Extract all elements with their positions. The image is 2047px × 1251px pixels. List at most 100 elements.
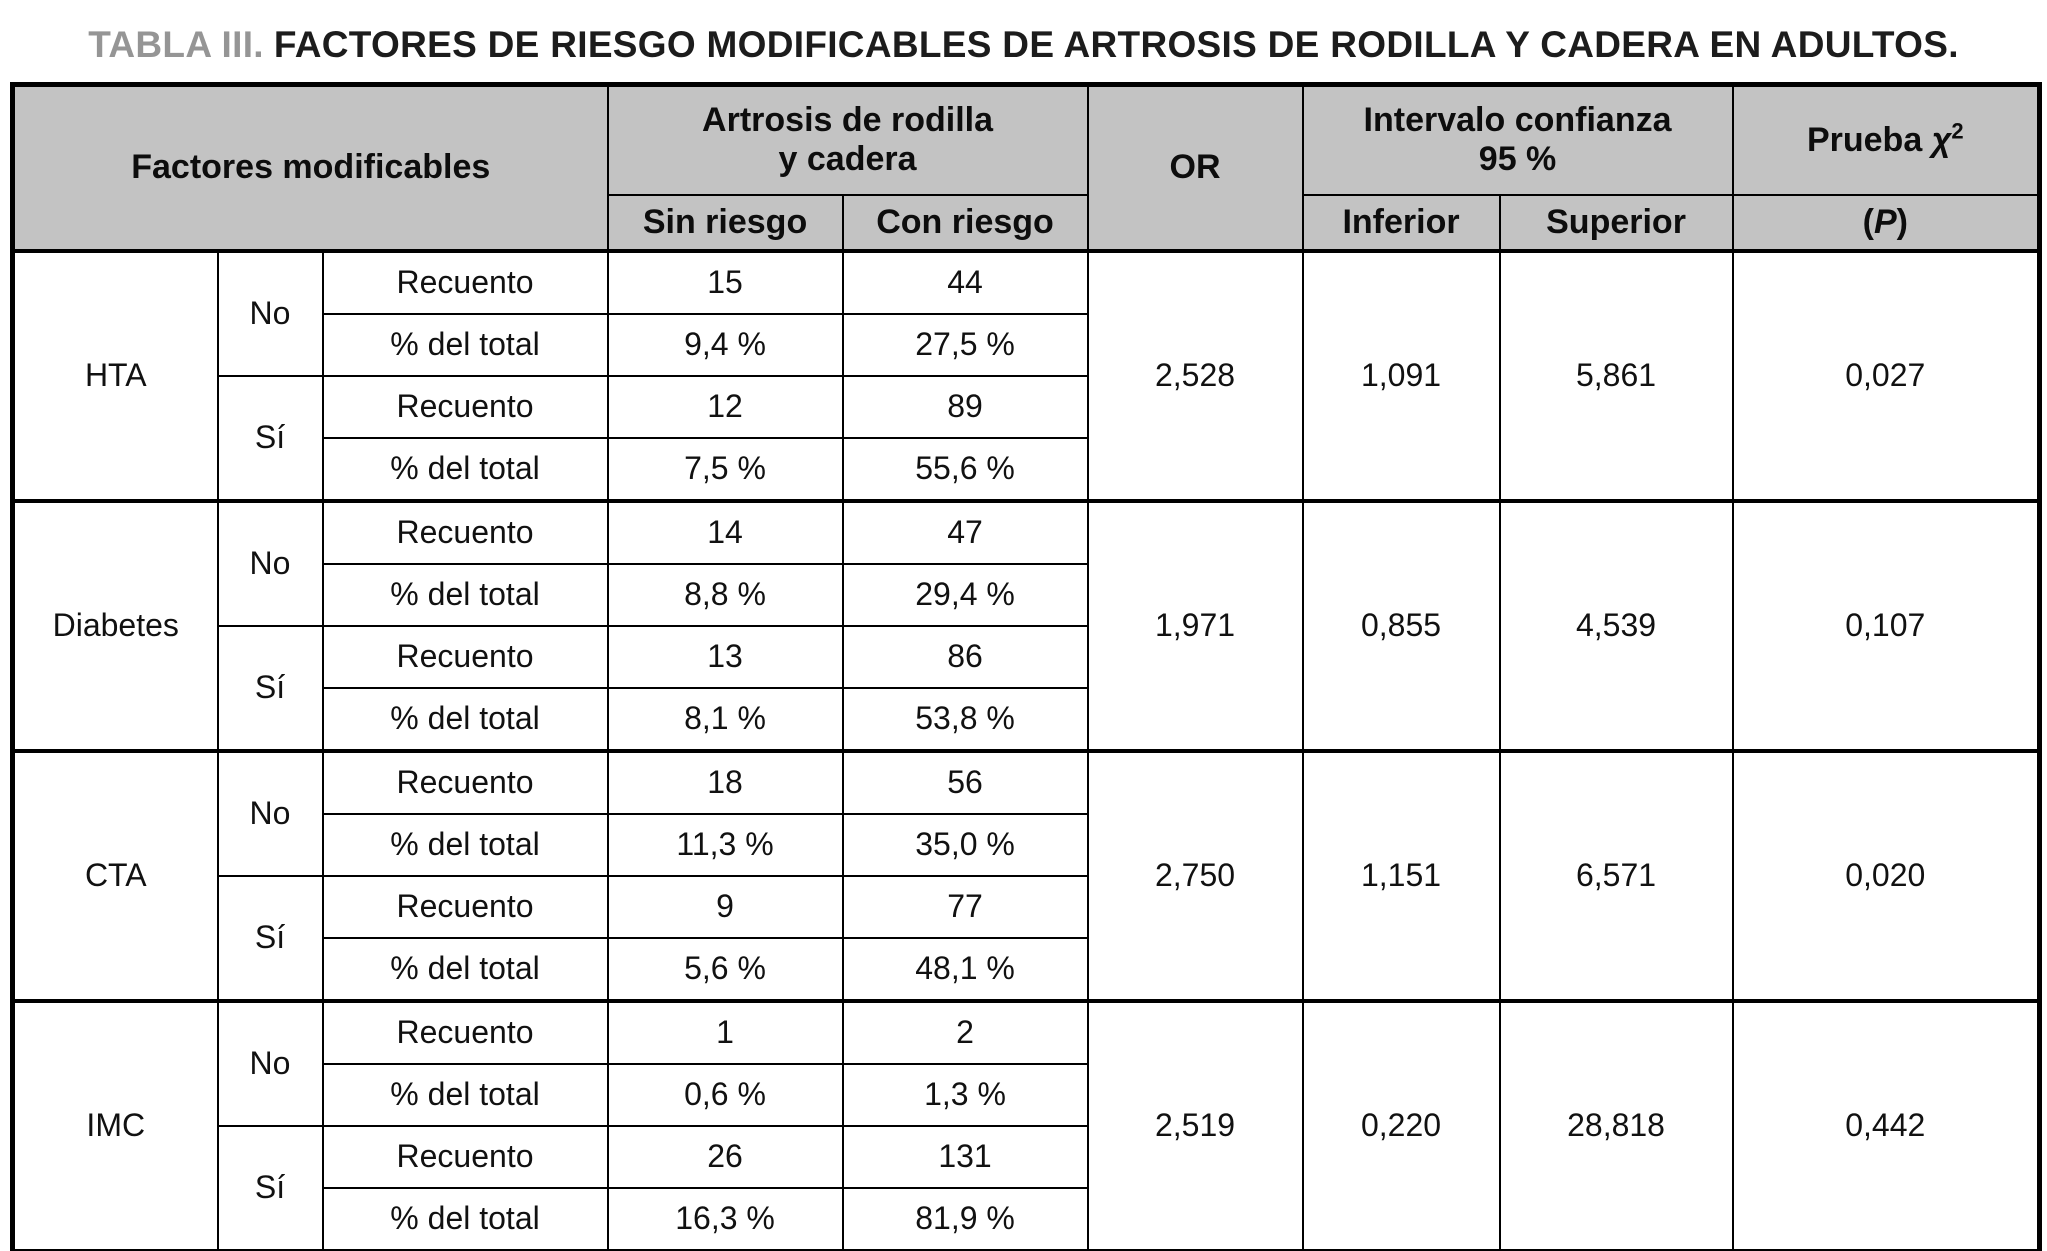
header-or: OR	[1086, 83, 1304, 252]
pct-label: % del total	[321, 686, 609, 752]
table-body: HTA No Recuento 15 44 2,528 1,091 5,861 …	[11, 248, 2041, 1251]
no-label: No	[216, 248, 324, 377]
p-value: 0,027	[1731, 248, 2041, 502]
recuento-label: Recuento	[321, 748, 609, 815]
table-row: Sí Recuento 12 89	[13, 374, 2040, 502]
value-con-riesgo: 77	[841, 874, 1089, 939]
factor-name: CTA	[11, 748, 219, 1002]
table-row: % del total 7,5 % 55,6 %	[13, 436, 2040, 502]
no-label: No	[216, 498, 324, 627]
or-value: 2,528	[1086, 248, 1304, 502]
factor-name: HTA	[11, 248, 219, 502]
table-row: % del total 11,3 % 35,0 %	[13, 812, 2040, 877]
risk-factors-table: Factores modificables Artrosis de rodill…	[10, 82, 2043, 1251]
ci-superior-value: 4,539	[1498, 498, 1734, 752]
p-value: 0,020	[1731, 748, 2041, 1002]
pct-label: % del total	[321, 812, 609, 877]
recuento-label: Recuento	[321, 874, 609, 939]
value-sin-riesgo: 11,3 %	[606, 812, 844, 877]
header-intervalo-confianza: Intervalo confianza 95 %	[1301, 83, 1734, 196]
table-header: Factores modificables Artrosis de rodill…	[11, 83, 2041, 253]
si-label: Sí	[216, 374, 324, 502]
pct-label: % del total	[321, 312, 609, 377]
factor-name: IMC	[11, 998, 219, 1251]
pct-label: % del total	[321, 1062, 609, 1127]
value-sin-riesgo: 1	[606, 998, 844, 1065]
value-sin-riesgo: 15	[606, 248, 844, 315]
value-con-riesgo: 89	[841, 374, 1089, 439]
ci-inferior-value: 0,855	[1301, 498, 1501, 752]
header-artrosis: Artrosis de rodilla y cadera	[606, 83, 1089, 196]
value-sin-riesgo: 8,1 %	[606, 686, 844, 752]
table-row: HTA No Recuento 15 44 2,528 1,091 5,861 …	[11, 248, 2041, 502]
table-row: Sí Recuento 9 77	[13, 874, 2040, 1002]
table-row: % del total 8,8 % 29,4 %	[13, 562, 2040, 627]
pct-label: % del total	[321, 436, 609, 502]
ci-inferior-value: 1,151	[1301, 748, 1501, 1002]
header-row-sub: Sin riesgo Con riesgo Inferior Superior …	[13, 193, 2041, 253]
value-sin-riesgo: 26	[606, 1124, 844, 1189]
table-number-label: TABLA III.	[88, 24, 264, 65]
pct-label: % del total	[321, 562, 609, 627]
table-row: % del total 8,1 % 53,8 %	[13, 686, 2040, 752]
table-row: Sí Recuento 13 86	[13, 624, 2040, 752]
header-con-riesgo: Con riesgo	[841, 193, 1089, 253]
value-con-riesgo: 1,3 %	[841, 1062, 1089, 1127]
header-inferior: Inferior	[1301, 193, 1501, 253]
ci-inferior-value: 1,091	[1301, 248, 1501, 502]
value-sin-riesgo: 0,6 %	[606, 1062, 844, 1127]
value-con-riesgo: 131	[841, 1124, 1089, 1189]
si-label: Sí	[216, 624, 324, 752]
no-label: No	[216, 998, 324, 1127]
value-sin-riesgo: 13	[606, 624, 844, 689]
header-row-top: Factores modificables Artrosis de rodill…	[11, 83, 2041, 252]
ci-superior-value: 5,861	[1498, 248, 1734, 502]
recuento-label: Recuento	[321, 998, 609, 1065]
value-sin-riesgo: 18	[606, 748, 844, 815]
p-letter: P	[1873, 202, 1897, 241]
table-row: % del total 16,3 % 81,9 %	[13, 1186, 2040, 1251]
value-sin-riesgo: 5,6 %	[606, 936, 844, 1002]
value-con-riesgo: 35,0 %	[841, 812, 1089, 877]
chi-symbol: χ	[1931, 120, 1952, 159]
si-label: Sí	[216, 1124, 324, 1251]
si-label: Sí	[216, 874, 324, 1002]
recuento-label: Recuento	[321, 248, 609, 315]
header-prueba-chi2: Prueba χ2	[1731, 83, 2041, 196]
value-con-riesgo: 55,6 %	[841, 436, 1089, 502]
p-paren-close: )	[1896, 202, 1908, 241]
value-con-riesgo: 47	[841, 498, 1089, 565]
header-sin-riesgo: Sin riesgo	[606, 193, 844, 253]
or-value: 2,750	[1086, 748, 1304, 1002]
table-title: TABLA III. FACTORES DE RIESGO MODIFICABLE…	[0, 0, 2047, 66]
value-con-riesgo: 53,8 %	[841, 686, 1089, 752]
table-row: % del total 0,6 % 1,3 %	[13, 1062, 2040, 1127]
table-row: CTA No Recuento 18 56 2,750 1,151 6,571 …	[11, 748, 2041, 1002]
value-con-riesgo: 81,9 %	[841, 1186, 1089, 1251]
table-title-text: FACTORES DE RIESGO MODIFICABLES DE ARTRO…	[273, 24, 1959, 65]
recuento-label: Recuento	[321, 624, 609, 689]
or-value: 2,519	[1086, 998, 1304, 1251]
value-con-riesgo: 86	[841, 624, 1089, 689]
table-row: Diabetes No Recuento 14 47 1,971 0,855 4…	[11, 498, 2041, 752]
ci-superior-value: 6,571	[1498, 748, 1734, 1002]
value-sin-riesgo: 8,8 %	[606, 562, 844, 627]
recuento-label: Recuento	[321, 498, 609, 565]
pct-label: % del total	[321, 1186, 609, 1251]
p-paren-open: (	[1862, 202, 1874, 241]
value-sin-riesgo: 7,5 %	[606, 436, 844, 502]
value-con-riesgo: 29,4 %	[841, 562, 1089, 627]
table-row: Sí Recuento 26 131	[13, 1124, 2040, 1251]
chi-exponent: 2	[1951, 118, 1964, 144]
value-sin-riesgo: 12	[606, 374, 844, 439]
value-sin-riesgo: 16,3 %	[606, 1186, 844, 1251]
or-value: 1,971	[1086, 498, 1304, 752]
value-con-riesgo: 56	[841, 748, 1089, 815]
p-value: 0,107	[1731, 498, 2041, 752]
factor-name: Diabetes	[11, 498, 219, 752]
header-factores-modificables: Factores modificables	[11, 83, 609, 252]
no-label: No	[216, 748, 324, 877]
value-con-riesgo: 48,1 %	[841, 936, 1089, 1002]
header-superior: Superior	[1498, 193, 1734, 253]
table-row: % del total 9,4 % 27,5 %	[13, 312, 2040, 377]
